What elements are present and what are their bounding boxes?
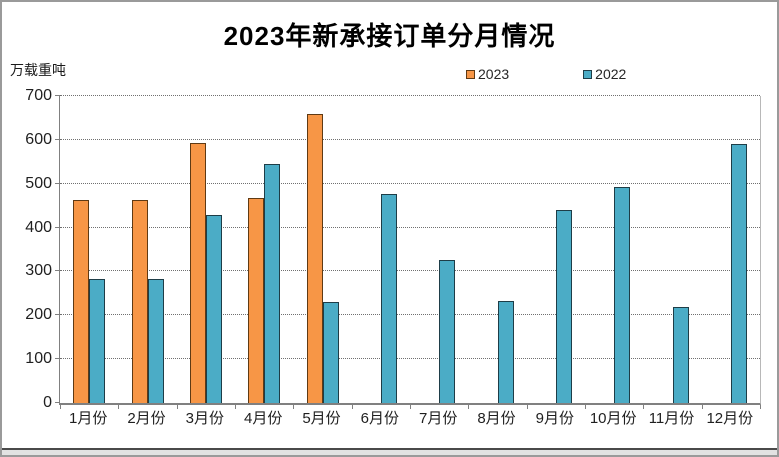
plot-area	[55, 95, 761, 409]
legend-item-2022: 2022	[583, 66, 626, 82]
bar-2022-1月份	[89, 279, 106, 403]
y-axis-tick-0	[55, 402, 60, 403]
x-axis-tick-10	[643, 405, 645, 409]
legend: 2023 2022	[466, 66, 626, 82]
y-axis-label-600: 600	[25, 130, 52, 148]
x-axis-label-5月份: 5月份	[302, 410, 341, 427]
y-axis-tick-600	[55, 138, 60, 140]
y-axis-tick-700	[55, 95, 60, 96]
bar-2022-7月份	[439, 260, 456, 403]
bar-2022-5月份	[322, 302, 339, 403]
x-axis-tick-6	[410, 405, 411, 409]
x-axis-label-2月份: 2月份	[127, 410, 166, 427]
y-axis-unit-label: 万载重吨	[10, 62, 66, 78]
legend-swatch-2023	[466, 69, 475, 79]
x-axis-tick-7	[468, 405, 470, 409]
y-axis-label-200: 200	[25, 306, 52, 324]
y-axis-label-100: 100	[25, 350, 52, 368]
x-axis-tick-5	[351, 405, 353, 409]
y-axis-label-500: 500	[25, 174, 52, 192]
bar-2022-6月份	[380, 193, 397, 403]
x-axis-tick-12	[760, 405, 761, 409]
legend-label-2022: 2022	[595, 66, 627, 82]
y-axis-tick-100	[55, 358, 60, 360]
bar-2023-4月份	[248, 198, 265, 403]
bar-2022-3月份	[205, 215, 222, 403]
x-axis-label-4月份: 4月份	[243, 410, 283, 427]
x-axis-label-9月份: 9月份	[535, 410, 574, 427]
y-axis-label-300: 300	[25, 262, 52, 280]
x-axis-label-1月份: 1月份	[68, 410, 108, 427]
bar-2022-8月份	[497, 301, 514, 403]
x-axis-tick-3	[235, 405, 236, 409]
gridline-300	[60, 270, 760, 272]
y-axis-tick-500	[55, 182, 60, 184]
gridline-700	[60, 95, 760, 96]
x-axis-tick-0	[60, 405, 61, 409]
y-axis-tick-300	[55, 270, 60, 272]
x-axis-tick-8	[526, 405, 528, 409]
gridline-500	[60, 182, 760, 184]
x-axis-label-10月份: 10月份	[589, 410, 637, 427]
y-axis-tick-200	[55, 314, 60, 316]
bar-2022-9月份	[555, 210, 572, 403]
window-bottom-strip	[2, 448, 777, 455]
bar-2022-10月份	[614, 186, 631, 403]
gridline-100	[60, 358, 760, 360]
x-axis-label-7月份: 7月份	[418, 410, 458, 427]
legend-label-2023: 2023	[478, 66, 510, 82]
legend-item-2023: 2023	[466, 66, 509, 82]
bar-2022-4月份	[264, 163, 281, 403]
gridline-200	[60, 314, 760, 316]
gridline-400	[60, 226, 760, 228]
y-axis-tick-400	[55, 226, 60, 228]
x-axis-tick-11	[701, 405, 703, 409]
bar-2023-2月份	[131, 199, 148, 403]
x-axis-label-8月份: 8月份	[477, 410, 516, 427]
y-axis-label-0: 0	[43, 394, 52, 411]
x-axis-label-11月份: 11月份	[648, 410, 695, 427]
bar-2023-1月份	[73, 200, 90, 403]
chart-title: 2023年新承接订单分月情况	[223, 21, 556, 51]
legend-swatch-2022	[583, 69, 593, 79]
x-axis-tick-9	[585, 405, 586, 409]
bar-2022-12月份	[730, 143, 747, 403]
x-axis-tick-1	[118, 405, 120, 409]
x-axis-tick-2	[176, 405, 178, 409]
x-axis-label-6月份: 6月份	[360, 410, 399, 427]
bar-2022-2月份	[147, 278, 164, 403]
bar-2023-3月份	[189, 142, 206, 403]
y-axis-label-400: 400	[25, 218, 52, 236]
x-axis-label-3月份: 3月份	[185, 410, 224, 427]
bar-2023-5月份	[306, 114, 323, 403]
x-axis-label-12月份: 12月份	[706, 410, 754, 427]
x-axis-tick-4	[293, 405, 295, 409]
gridline-600	[60, 138, 760, 140]
y-axis-label-700: 700	[25, 87, 52, 104]
bar-2022-11月份	[672, 306, 689, 403]
